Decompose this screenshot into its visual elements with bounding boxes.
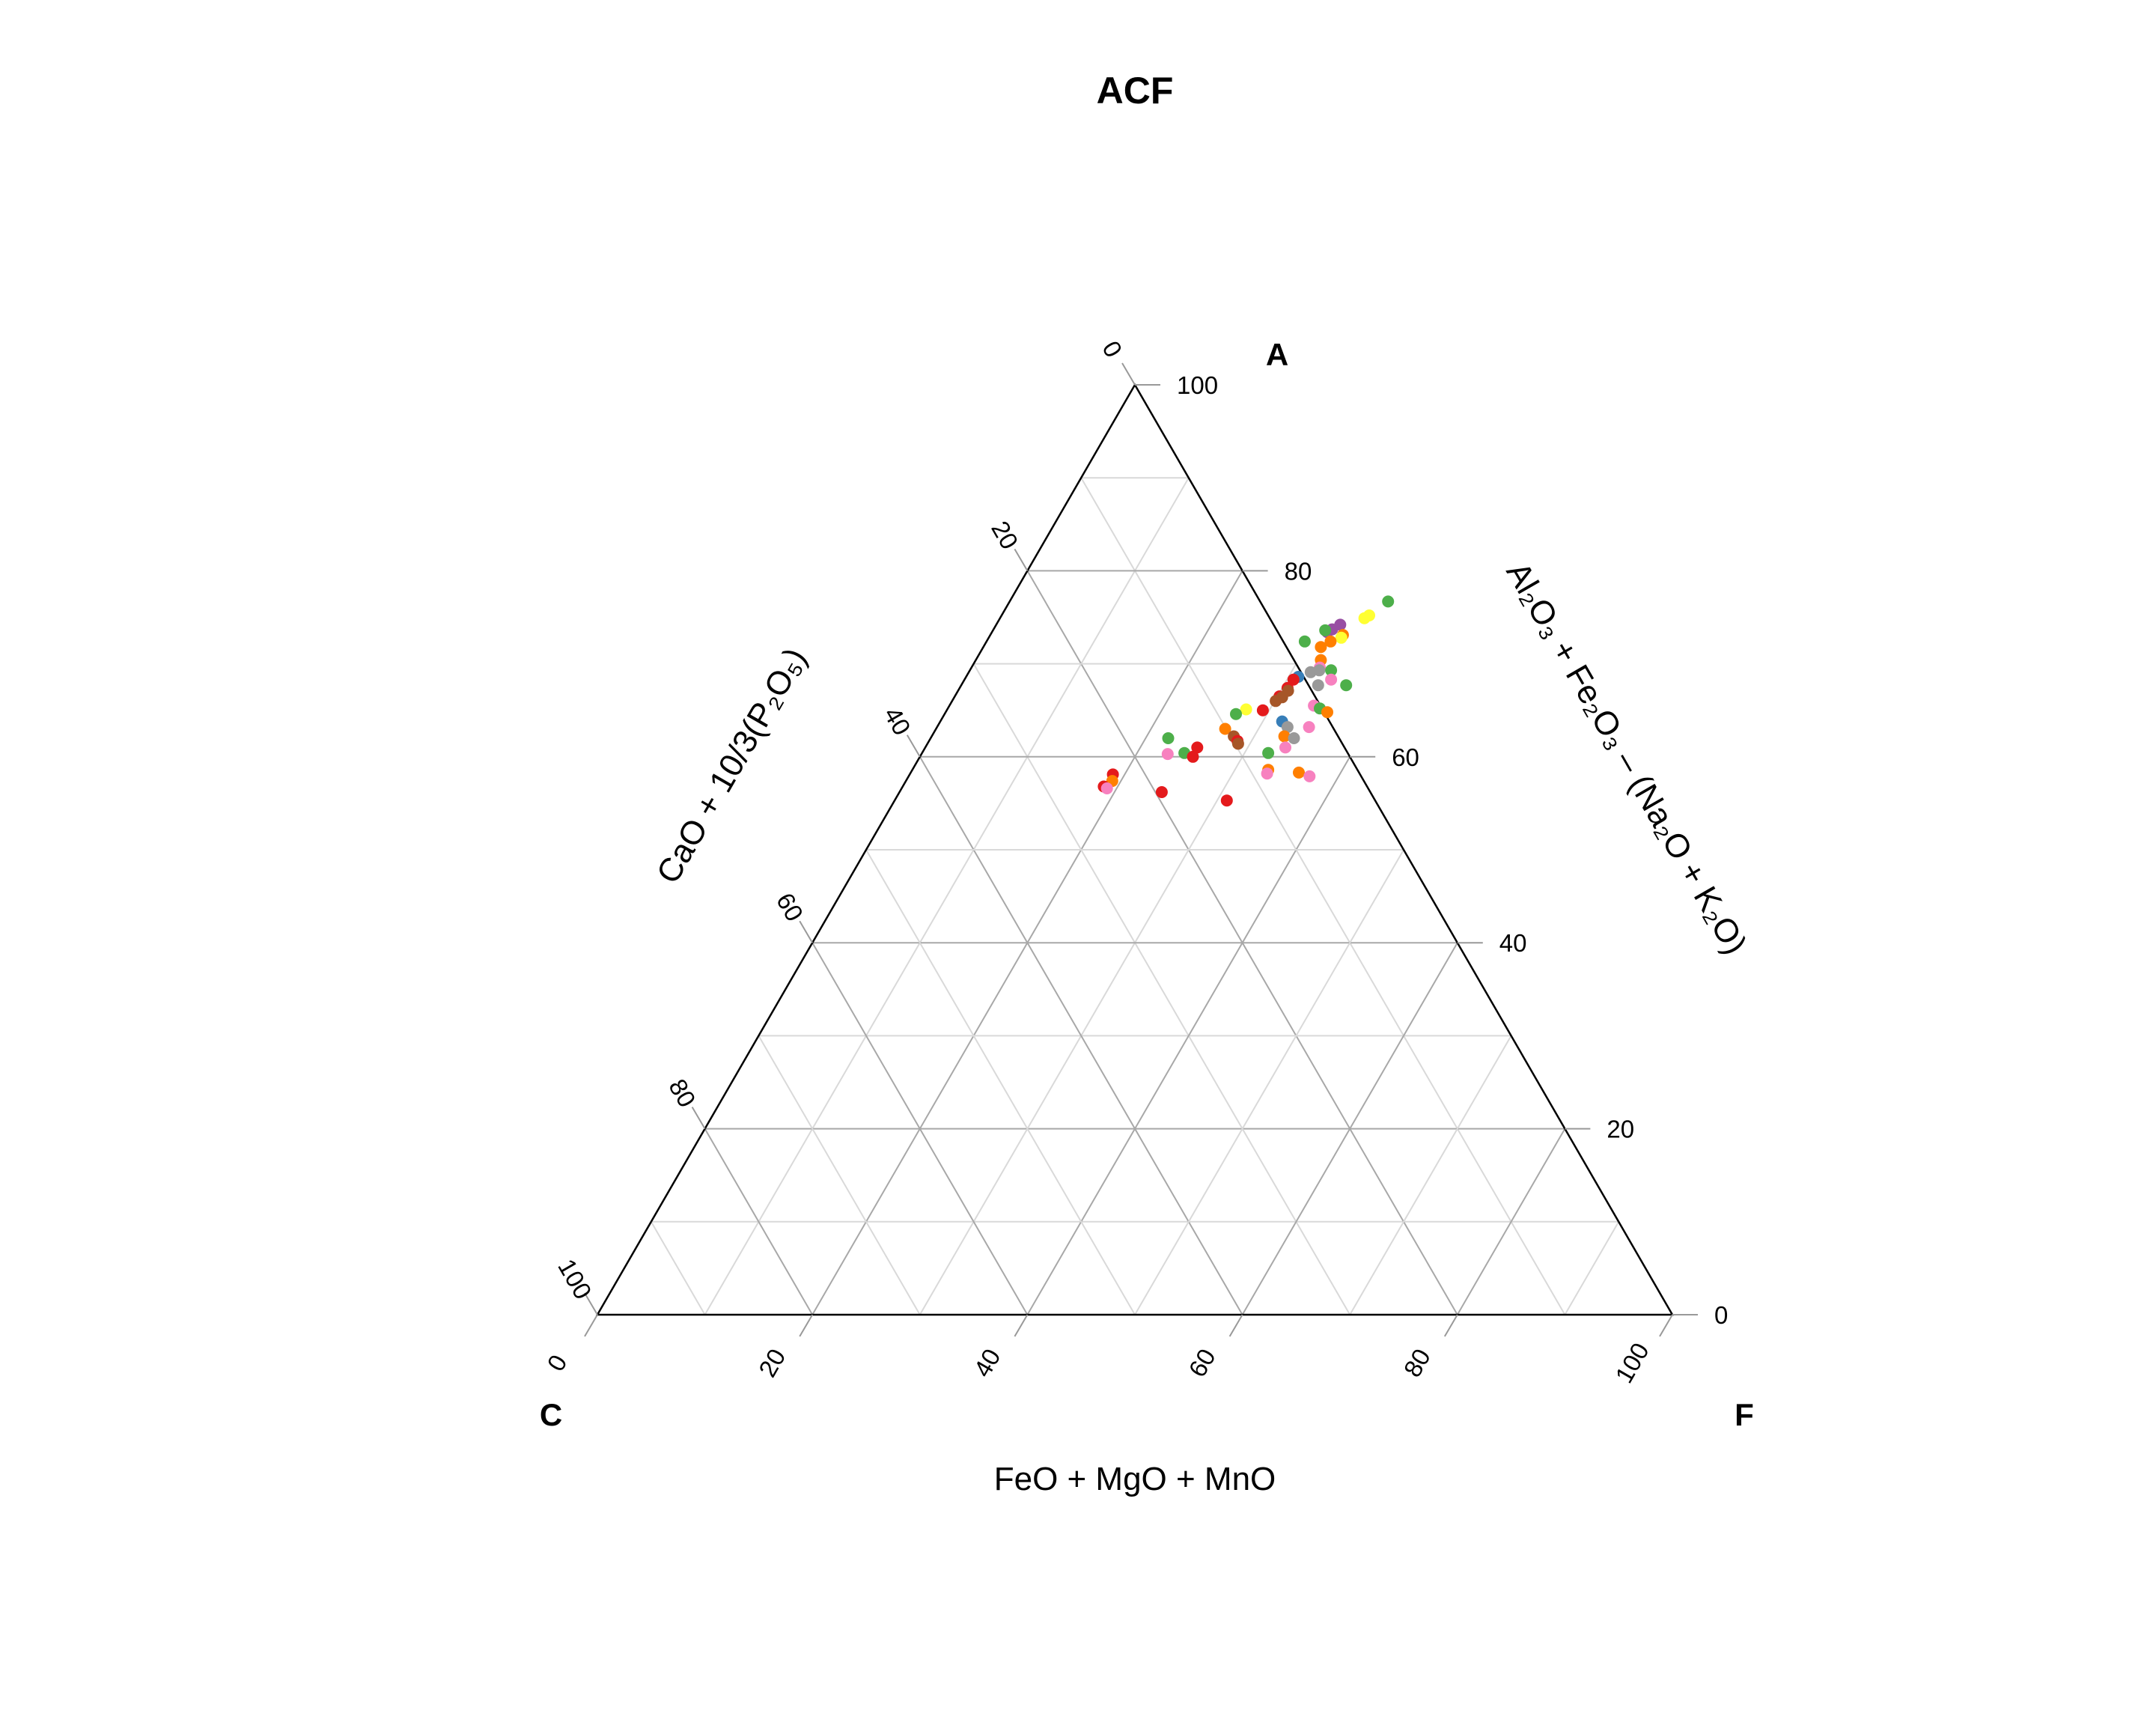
data-point (1358, 612, 1371, 624)
corner-label-f: F (1735, 1397, 1754, 1432)
grid-line-c (972, 663, 1351, 1315)
data-point (1321, 706, 1333, 719)
tick-mark-c (906, 734, 921, 758)
tick-label-f: 20 (753, 1344, 791, 1381)
axis-title-f: FeO + MgO + MnO (994, 1461, 1276, 1497)
corner-label-a: A (1266, 337, 1288, 372)
data-point (1312, 679, 1324, 692)
data-point (1230, 708, 1242, 720)
tick-label-c: 40 (879, 702, 916, 740)
grid-line-c (865, 849, 1136, 1315)
grid-line-c (704, 1128, 814, 1315)
data-point (1382, 595, 1395, 608)
data-point (1220, 794, 1233, 807)
data-point (1313, 664, 1326, 677)
data-point (1231, 737, 1244, 750)
data-point (1162, 732, 1175, 744)
data-point (1261, 767, 1273, 780)
grid-line-f (1134, 849, 1404, 1315)
data-point (1319, 624, 1332, 636)
data-point (1325, 673, 1338, 686)
axis-title-c: CaO + 10/3(P₂O₅) (650, 642, 814, 889)
data-point (1281, 721, 1294, 734)
tick-label-a: 40 (1499, 929, 1527, 957)
tick-label-f: 40 (968, 1344, 1005, 1381)
tick-label-f: 100 (1610, 1338, 1654, 1387)
tick-label-f: 0 (541, 1350, 572, 1375)
tick-marks: 0 0 0 20 20 20 40 40 40 60 60 60 80 80 80 100 100 100 (541, 336, 1728, 1387)
tick-label-a: 80 (1285, 557, 1312, 585)
data-point (1278, 730, 1291, 743)
tick-label-c: 100 (552, 1254, 597, 1303)
tick-mark-c (799, 920, 814, 943)
data-point (1191, 741, 1204, 754)
tick-mark-c (1121, 362, 1136, 386)
grid-line-f (1241, 942, 1458, 1315)
data-point (1270, 695, 1282, 708)
chart-title: ACF (1097, 70, 1174, 112)
tick-label-a: 100 (1177, 371, 1218, 399)
data-point (1262, 746, 1275, 759)
grid-line-f (919, 663, 1297, 1315)
tick-label-c: 80 (663, 1074, 701, 1112)
data-point (1187, 750, 1199, 763)
tick-mark-f (799, 1314, 814, 1337)
grid-line-f (1349, 1035, 1512, 1315)
tick-mark-f (1443, 1314, 1458, 1337)
data-point (1298, 635, 1311, 648)
grid-line-c (758, 1035, 921, 1315)
corner-label-c: C (540, 1397, 562, 1432)
grid-line-c (811, 942, 1029, 1315)
tick-mark-f (1659, 1314, 1673, 1337)
data-point (1335, 631, 1348, 644)
data-point (1240, 703, 1252, 716)
grid-line-c (650, 1221, 706, 1315)
tick-mark-c (1014, 548, 1029, 571)
data-point (1303, 770, 1316, 782)
data-point (1155, 786, 1168, 798)
data-point (1256, 704, 1269, 717)
tick-label-a: 60 (1392, 743, 1419, 771)
data-point (1293, 766, 1305, 779)
data-point (1219, 722, 1231, 735)
tick-label-a: 20 (1607, 1116, 1634, 1143)
axis-title-a: Al₂O₃ + Fe₂O₃ – (Na₂O + K₂O) (1499, 556, 1753, 961)
tick-label-a: 0 (1714, 1301, 1728, 1329)
data-point (1325, 664, 1338, 677)
triangle-frame (595, 383, 1675, 1316)
tick-label-c: 60 (771, 888, 808, 925)
tick-mark-c (584, 1292, 598, 1315)
tick-label-c: 0 (1097, 336, 1127, 362)
tick-mark-f (584, 1314, 598, 1337)
data-point (1303, 721, 1315, 734)
data-point (1161, 748, 1174, 761)
grid-line-f (1456, 1128, 1566, 1315)
data-point (1279, 741, 1291, 754)
data-point (1315, 641, 1327, 654)
grid-line-f (1564, 1221, 1620, 1315)
tick-mark-f (1228, 1314, 1243, 1337)
data-point (1287, 673, 1300, 686)
tick-mark-c (691, 1107, 706, 1130)
grid-line-f (704, 477, 1190, 1315)
tick-label-c: 20 (986, 517, 1023, 554)
chart-grid (650, 477, 1620, 1315)
data-points (1097, 595, 1395, 807)
grid-line-c (1080, 477, 1566, 1315)
tick-label-f: 60 (1183, 1344, 1220, 1381)
tick-label-f: 80 (1398, 1344, 1436, 1381)
tick-mark-f (1014, 1314, 1029, 1337)
data-point (1340, 679, 1353, 692)
data-point (1288, 732, 1300, 744)
data-point (1100, 782, 1113, 794)
data-point (1324, 635, 1337, 648)
